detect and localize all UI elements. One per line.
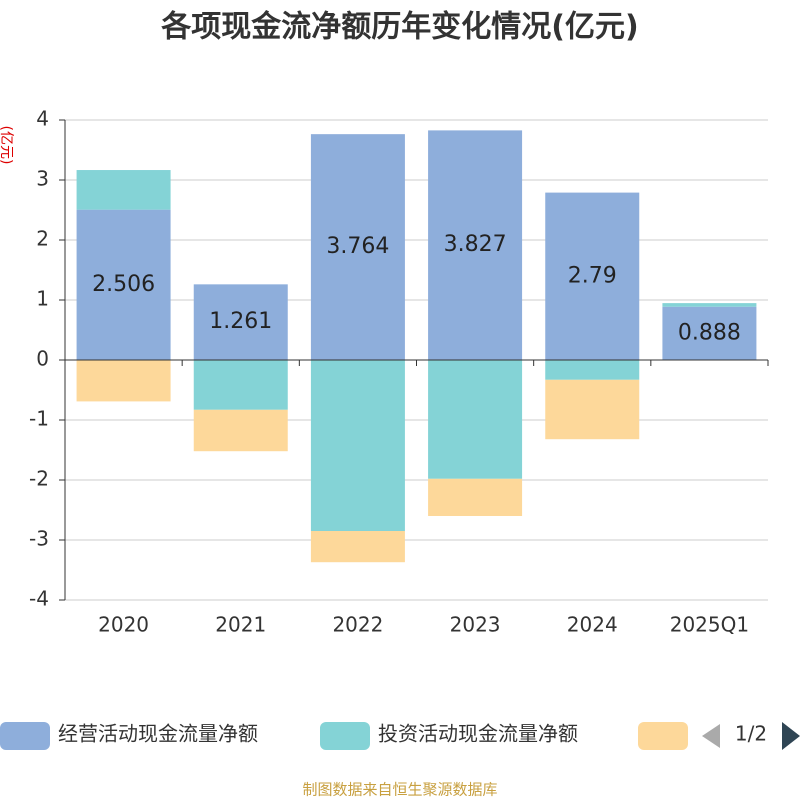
x-tick-label: 2021 (215, 613, 266, 637)
legend-prev[interactable] (702, 724, 720, 748)
y-tick-label: -4 (29, 587, 49, 611)
y-axis-label: (亿元) (0, 126, 14, 165)
data-label: 1.261 (209, 309, 272, 334)
legend-swatch (320, 722, 370, 750)
data-label: 2.79 (568, 263, 617, 288)
y-tick-label: 4 (36, 107, 49, 131)
x-tick-label: 2025Q1 (670, 613, 749, 637)
bar (428, 360, 523, 479)
legend-label: 投资活动现金流量净额 (378, 722, 578, 746)
bar (545, 379, 640, 440)
bar (193, 409, 288, 452)
bar (428, 130, 523, 360)
data-label: 3.764 (326, 234, 389, 259)
legend-label: 经营活动现金流量净额 (58, 722, 258, 746)
bar (310, 134, 405, 360)
y-tick-label: 0 (36, 347, 49, 371)
bar (545, 360, 640, 380)
x-tick-label: 2023 (450, 613, 501, 637)
x-tick-label: 2024 (567, 613, 618, 637)
bar (310, 360, 405, 531)
legend-next[interactable] (782, 722, 800, 750)
bar (428, 478, 523, 516)
source-note: 制图数据来自恒生聚源数据库 (302, 781, 497, 799)
y-tick-label: 1 (36, 287, 49, 311)
bar (310, 531, 405, 563)
legend-page: 1/2 (735, 722, 767, 746)
y-tick-label: 2 (36, 227, 49, 251)
bar (76, 170, 171, 210)
x-tick-label: 2020 (98, 613, 149, 637)
y-tick-label: -2 (29, 467, 49, 491)
bar (662, 303, 757, 307)
bar (193, 284, 288, 360)
data-label: 2.506 (92, 272, 155, 297)
data-label: 0.888 (678, 320, 741, 345)
bar (662, 306, 757, 360)
legend-swatch (638, 722, 688, 750)
y-tick-label: -1 (29, 407, 49, 431)
chart-title: 各项现金流净额历年变化情况(亿元) (160, 10, 638, 45)
y-tick-label: -3 (29, 527, 49, 551)
bar (193, 360, 288, 410)
x-tick-label: 2022 (332, 613, 383, 637)
bar (545, 192, 640, 360)
legend-swatch (0, 722, 50, 750)
bar (76, 360, 171, 402)
data-label: 3.827 (444, 232, 507, 257)
y-tick-label: 3 (36, 167, 49, 191)
bar (76, 209, 171, 360)
